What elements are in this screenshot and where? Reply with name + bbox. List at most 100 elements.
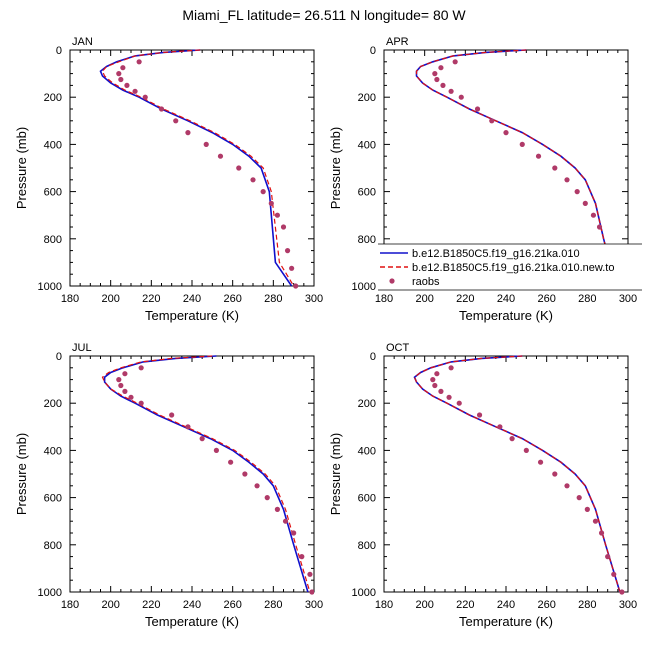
x-axis-label: Temperature (K) (145, 308, 239, 323)
legend-label: b.e12.B1850C5.f19_g16.21ka.010 (412, 248, 580, 260)
raobs-point (438, 388, 444, 394)
x-tick-label: 240 (497, 293, 515, 305)
x-tick-label: 200 (101, 293, 119, 305)
raobs-point (535, 153, 542, 159)
y-axis-label: Pressure (mb) (14, 127, 29, 209)
raobs-point (307, 571, 313, 577)
raobs-point (523, 447, 529, 453)
plot-frame (69, 355, 315, 593)
raobs-point (185, 130, 191, 136)
y-tick-label: 600 (358, 493, 376, 505)
x-tick-label: 300 (305, 599, 323, 611)
raobs-point (474, 106, 481, 112)
raobs-point (519, 141, 525, 147)
chart-panel-jul: JUL 180 200 220 240 260 280 300 0 200 400 600 800 100… (14, 342, 323, 629)
raobs-point (291, 530, 297, 536)
raobs-point (282, 518, 289, 524)
y-tick-label: 200 (358, 92, 376, 104)
x-axis-label: Temperature (K) (145, 614, 239, 629)
legend-background (378, 244, 642, 290)
raobs-point (590, 212, 597, 218)
x-axis-label: Temperature (K) (459, 614, 553, 629)
raobs-point (228, 459, 234, 465)
raobs-point (118, 76, 124, 83)
plot-area (99, 49, 299, 289)
raobs-point (124, 82, 130, 88)
y-tick-label: 0 (56, 45, 62, 57)
raobs-point (293, 283, 299, 289)
y-tick-label: 600 (358, 187, 376, 199)
x-tick-label: 240 (183, 599, 201, 611)
x-tick-label: 200 (415, 293, 433, 305)
raobs-point (128, 394, 134, 400)
x-tick-label: 280 (264, 293, 282, 305)
raobs-point (584, 506, 590, 512)
raobs-point (446, 394, 452, 400)
raobs-point (592, 518, 599, 524)
raobs-point (138, 365, 144, 371)
raobs-point (509, 436, 515, 442)
raobs-point (116, 71, 122, 77)
raobs-point (582, 200, 588, 206)
raobs-point (448, 365, 454, 371)
raobs-point (605, 554, 611, 560)
x-tick-label: 180 (61, 599, 79, 611)
x-tick-label: 180 (375, 293, 393, 305)
x-tick-label: 260 (537, 599, 555, 611)
raobs-point (576, 495, 582, 501)
y-tick-label: 0 (56, 351, 62, 363)
raobs-point (138, 400, 144, 406)
raobs-point (440, 82, 446, 88)
raobs-point (564, 483, 570, 489)
figure-title: Miami_FL latitude= 26.511 N longitude= 8… (182, 7, 466, 23)
raobs-point (564, 177, 570, 183)
raobs-point (118, 382, 124, 389)
raobs-point (552, 165, 558, 171)
raobs-point (456, 400, 462, 406)
raobs-point (430, 377, 436, 383)
legend-label: b.e12.B1850C5.f19_g16.21ka.010.new.to (412, 262, 614, 274)
raobs-point (452, 59, 458, 65)
raobs-point (284, 248, 291, 254)
x-tick-label: 220 (142, 293, 160, 305)
x-tick-label: 260 (537, 293, 555, 305)
raobs-point (619, 589, 625, 595)
raobs-point (173, 118, 179, 124)
y-axis-label: Pressure (mb) (328, 433, 343, 515)
y-tick-label: 0 (370, 351, 376, 363)
raobs-point (116, 377, 122, 383)
raobs-point (142, 94, 148, 100)
raobs-point (199, 436, 205, 442)
raobs-point (274, 212, 280, 218)
raobs-point (596, 224, 603, 230)
raobs-point (489, 118, 495, 124)
raobs-point (299, 554, 305, 560)
legend-label: raobs (412, 276, 440, 288)
raobs-point (250, 177, 256, 183)
raobs-point (574, 189, 580, 195)
raobs-point (242, 471, 248, 477)
y-tick-label: 0 (370, 45, 376, 57)
raobs-point (432, 71, 438, 77)
plot-frame (383, 355, 629, 593)
raobs-point (136, 59, 142, 65)
y-tick-label: 800 (358, 234, 376, 246)
plot-frame (69, 49, 315, 287)
raobs-point (132, 88, 138, 94)
x-tick-label: 300 (619, 293, 637, 305)
x-tick-label: 240 (497, 599, 515, 611)
raobs-point (598, 530, 605, 536)
raobs-point (280, 224, 287, 230)
raobs-point (203, 141, 209, 147)
chart-panel-oct: OCT 180 200 220 240 260 280 300 0 200 400 600 800 100… (328, 342, 637, 629)
raobs-point (503, 130, 509, 136)
x-tick-label: 180 (375, 599, 393, 611)
raobs-point (434, 76, 440, 83)
x-tick-label: 200 (101, 599, 119, 611)
raobs-point (434, 371, 440, 377)
raobs-point (264, 495, 270, 501)
y-tick-label: 800 (358, 540, 376, 552)
x-tick-label: 280 (578, 293, 596, 305)
raobs-point (122, 388, 128, 394)
